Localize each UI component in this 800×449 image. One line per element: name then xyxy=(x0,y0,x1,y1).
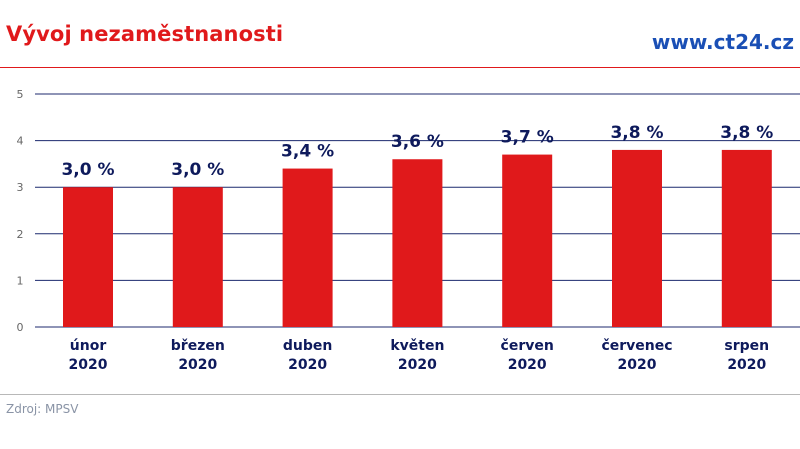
x-tick-label: únor xyxy=(70,338,107,354)
x-tick-label: březen xyxy=(171,338,225,354)
header-divider xyxy=(0,67,800,68)
data-label: 3,0 % xyxy=(171,160,224,180)
data-label: 3,8 % xyxy=(720,123,773,143)
x-tick-label: srpen xyxy=(724,338,769,354)
y-tick-label: 0 xyxy=(17,321,24,334)
bar xyxy=(63,187,113,327)
x-tick-label-year: 2020 xyxy=(618,357,657,373)
data-label: 3,6 % xyxy=(391,132,444,152)
y-tick-label: 3 xyxy=(17,181,24,194)
bar xyxy=(172,187,223,327)
x-tick-label-year: 2020 xyxy=(508,357,547,373)
chart-title: Vývoj nezaměstnanosti xyxy=(6,22,284,46)
bar xyxy=(721,149,772,327)
y-tick-label: 5 xyxy=(17,88,24,101)
x-tick-label-year: 2020 xyxy=(288,357,327,373)
data-label: 3,8 % xyxy=(610,123,663,143)
x-tick-label-year: 2020 xyxy=(178,357,217,373)
footer-divider xyxy=(0,394,800,395)
data-label: 3,4 % xyxy=(281,142,334,162)
x-tick-label: červenec xyxy=(601,338,672,354)
x-tick-label-year: 2020 xyxy=(69,357,108,373)
x-tick-label: duben xyxy=(283,338,332,354)
x-tick-label: červen xyxy=(501,338,554,354)
source-note: Zdroj: MPSV xyxy=(6,402,79,416)
bar xyxy=(612,149,662,327)
bar xyxy=(502,154,553,327)
y-tick-label: 1 xyxy=(17,274,24,287)
bar-chart: 0 1 2 3 4 5 3,0 % únor 2020 3,0 % březen 2020 3,4 % d… xyxy=(17,88,800,373)
x-tick-label: květen xyxy=(390,338,444,354)
brand-link[interactable]: www.ct24.cz xyxy=(651,30,794,54)
x-tick-label-year: 2020 xyxy=(398,357,437,373)
bar xyxy=(282,168,333,327)
y-tick-label: 4 xyxy=(17,135,24,148)
x-tick-label-year: 2020 xyxy=(727,357,766,373)
data-label: 3,0 % xyxy=(61,160,114,180)
data-label: 3,7 % xyxy=(501,128,554,148)
bar xyxy=(392,159,443,327)
y-tick-label: 2 xyxy=(17,228,24,241)
